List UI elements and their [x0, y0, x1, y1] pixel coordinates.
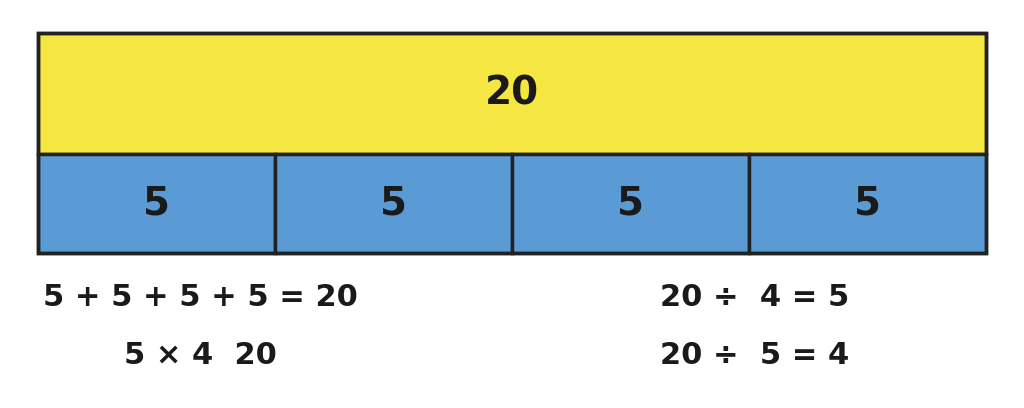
Bar — [38, 154, 275, 253]
Text: 5: 5 — [380, 184, 407, 222]
Text: 5: 5 — [854, 184, 881, 222]
Text: 20 ÷  4 = 5: 20 ÷ 4 = 5 — [660, 284, 850, 313]
Text: 5 + 5 + 5 + 5 = 20: 5 + 5 + 5 + 5 = 20 — [43, 284, 357, 313]
Text: 20 ÷  5 = 4: 20 ÷ 5 = 4 — [660, 341, 850, 370]
Bar — [749, 154, 986, 253]
Text: 5 × 4  20: 5 × 4 20 — [124, 341, 276, 370]
Bar — [38, 33, 986, 253]
Text: 20: 20 — [485, 75, 539, 113]
Bar — [275, 154, 512, 253]
Bar — [512, 154, 749, 253]
Bar — [38, 33, 986, 154]
Text: 5: 5 — [143, 184, 170, 222]
Text: 5: 5 — [617, 184, 644, 222]
